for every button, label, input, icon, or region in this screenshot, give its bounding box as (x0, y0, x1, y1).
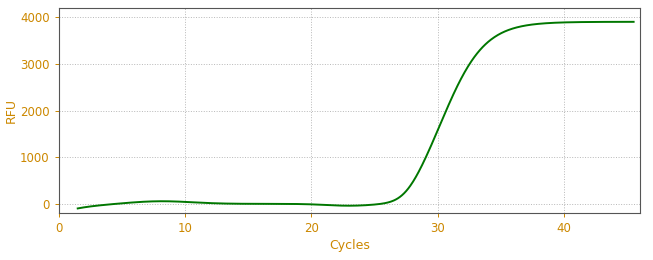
Y-axis label: RFU: RFU (5, 98, 18, 123)
X-axis label: Cycles: Cycles (329, 239, 370, 252)
